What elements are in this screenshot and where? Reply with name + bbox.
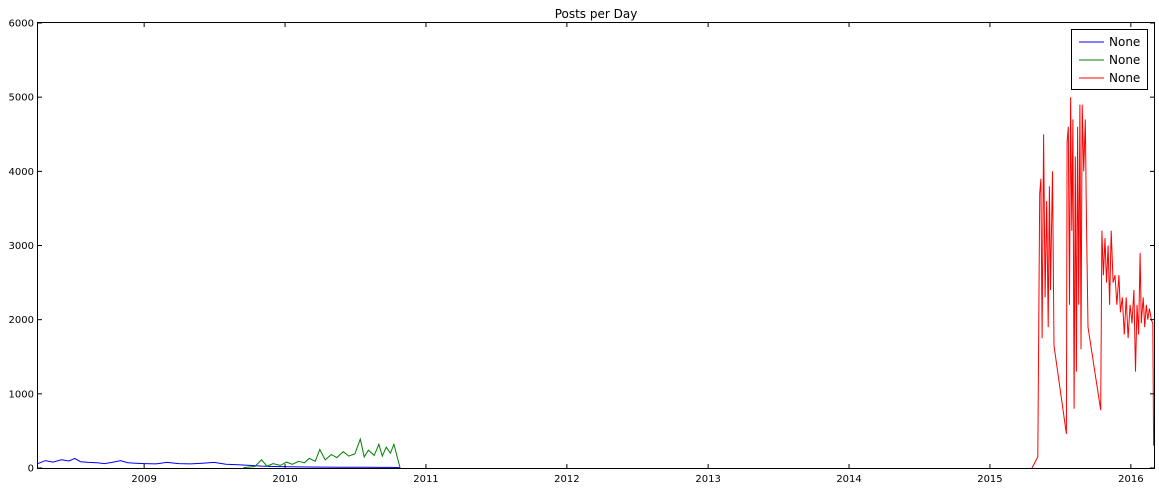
x-tick-label: 2015 (977, 474, 1002, 485)
plot-frame (37, 22, 1155, 469)
legend-label: None (1109, 71, 1140, 85)
x-tick-label: 2016 (1118, 474, 1143, 485)
x-tick-label: 2010 (272, 474, 297, 485)
x-tick-label: 2012 (554, 474, 579, 485)
x-tick-label: 2013 (695, 474, 720, 485)
series-line-3 (1031, 97, 1155, 469)
legend-label: None (1109, 35, 1140, 49)
legend: None None None (1071, 29, 1148, 90)
y-tick-label: 4000 (9, 167, 34, 178)
y-axis: 0 1000 2000 3000 4000 5000 6000 (9, 19, 1154, 475)
chart-title: Posts per Day (555, 7, 638, 21)
y-tick-label: 0 (28, 464, 34, 475)
x-axis: 2009 2010 2011 2012 2013 2014 2015 2016 (131, 23, 1144, 485)
y-tick-label: 6000 (9, 19, 34, 30)
series-line-1 (37, 457, 400, 469)
y-tick-label: 5000 (9, 93, 34, 104)
y-tick-label: 2000 (9, 315, 34, 326)
y-tick-label: 1000 (9, 389, 34, 400)
legend-label: None (1109, 53, 1140, 67)
x-tick-label: 2009 (131, 474, 156, 485)
x-tick-label: 2014 (836, 474, 861, 485)
y-tick-label: 3000 (9, 241, 34, 252)
series-line-2 (243, 437, 401, 469)
plot-lines (37, 97, 1155, 469)
x-tick-label: 2011 (413, 474, 438, 485)
